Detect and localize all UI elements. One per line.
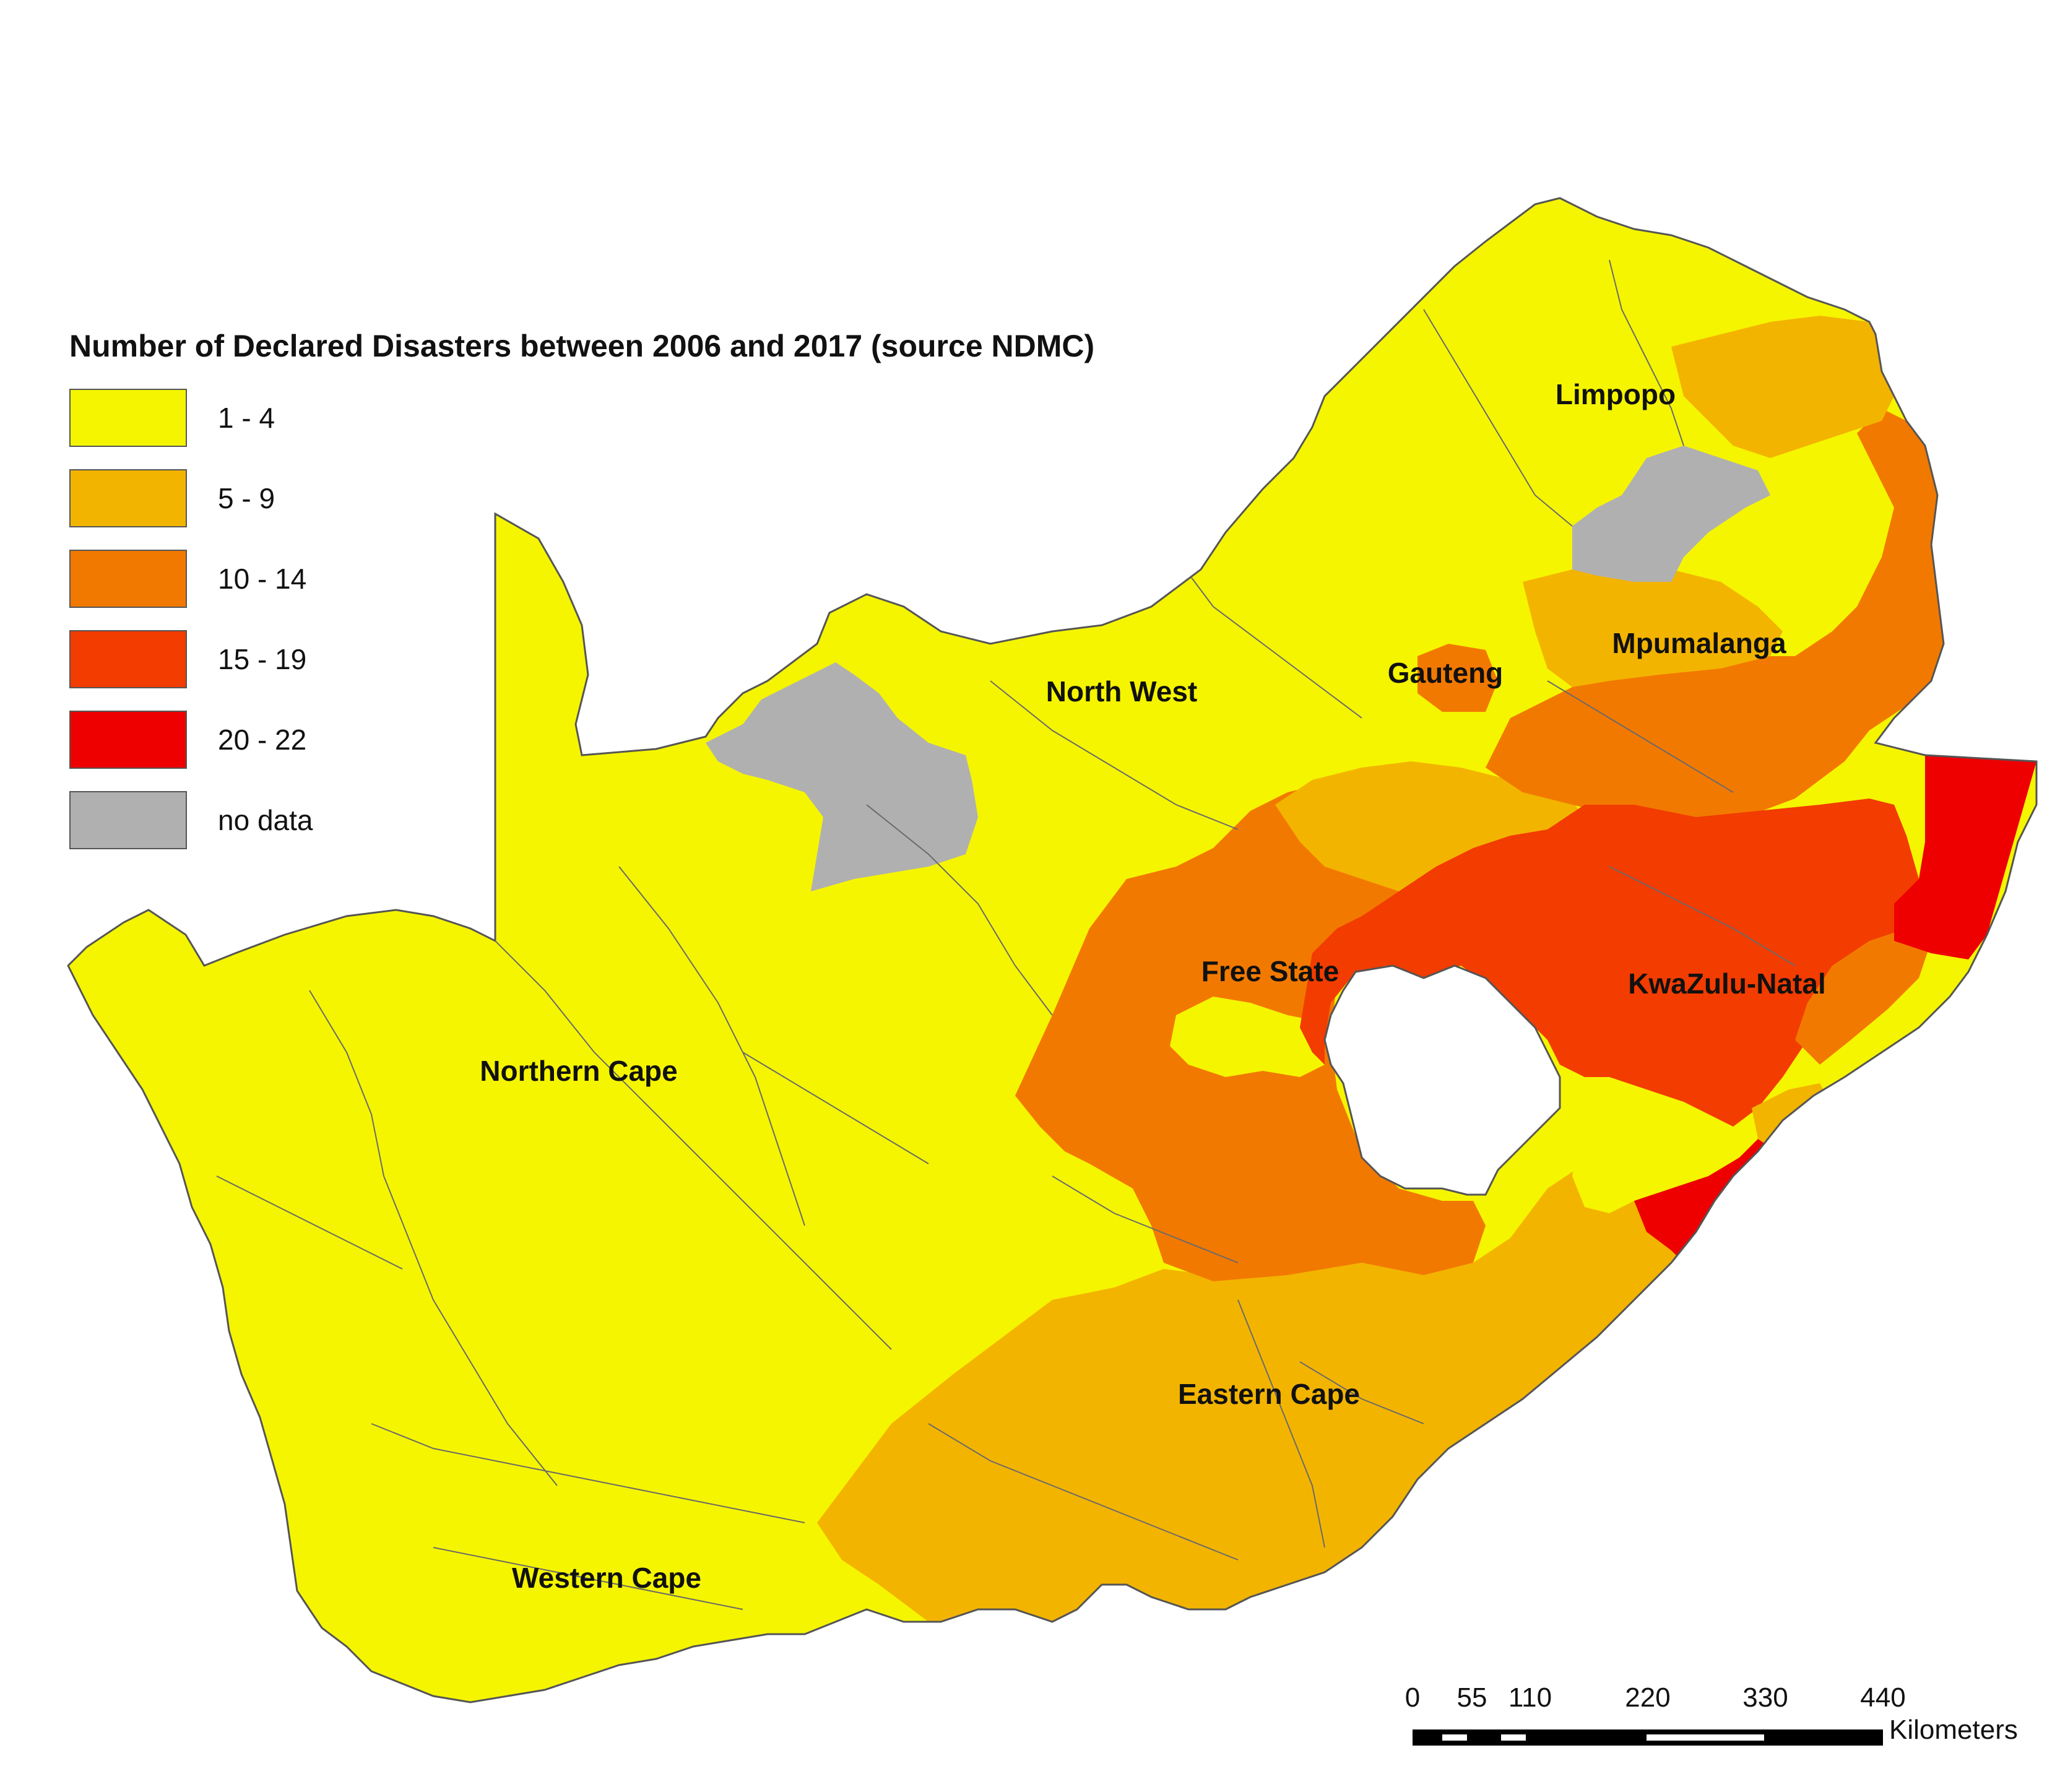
region-label-free-state: Free State bbox=[1201, 955, 1339, 987]
region-no-data-north-west bbox=[706, 662, 978, 891]
legend-item-no-data: no data bbox=[69, 791, 313, 849]
legend-label: 5 - 9 bbox=[218, 482, 275, 514]
region-label-northern-cape: Northern Cape bbox=[480, 1055, 678, 1087]
legend-item-5-9: 5 - 9 bbox=[69, 469, 275, 527]
region-5-9-mpumalanga bbox=[1523, 557, 1783, 687]
lesotho-outline bbox=[1323, 964, 1561, 1196]
scale-tick-label: 110 bbox=[1508, 1682, 1552, 1713]
region-5-9-eastern-cape bbox=[817, 1164, 1783, 1684]
legend-label: 1 - 4 bbox=[218, 402, 275, 434]
region-20-22-kzn-north bbox=[1894, 755, 2036, 959]
district-boundaries bbox=[216, 259, 1796, 1610]
scale-tick-label: 330 bbox=[1742, 1682, 1788, 1713]
legend-swatch-20-22 bbox=[69, 711, 187, 769]
legend-swatch-15-19 bbox=[69, 630, 187, 688]
scale-unit: Kilometers bbox=[1889, 1715, 2018, 1745]
region-1-4-kzn-pocket bbox=[1572, 1089, 1733, 1213]
legend-label: 15 - 19 bbox=[218, 643, 307, 675]
scale-bar bbox=[1413, 1729, 1883, 1746]
scale-tick-label: 440 bbox=[1860, 1682, 1906, 1713]
legend-title: Number of Declared Disasters between 200… bbox=[69, 329, 1095, 363]
legend-item-20-22: 20 - 22 bbox=[69, 711, 306, 769]
region-10-14-mpumalanga bbox=[1486, 409, 1944, 823]
region-label-kwazulu-natal: KwaZulu-Natal bbox=[1628, 967, 1826, 1000]
region-10-14-gauteng bbox=[1417, 644, 1498, 712]
country-outline bbox=[67, 197, 2038, 1703]
region-label-limpopo: Limpopo bbox=[1555, 378, 1676, 410]
region-label-eastern-cape: Eastern Cape bbox=[1177, 1378, 1361, 1410]
scale-tick-label: 55 bbox=[1456, 1682, 1487, 1713]
legend-swatch-1-4 bbox=[69, 389, 187, 447]
legend-label: 20 - 22 bbox=[218, 724, 307, 756]
legend-item-10-14: 10 - 14 bbox=[69, 550, 306, 608]
region-10-14-kzn-south bbox=[1795, 928, 1931, 1065]
region-label-western-cape: Western Cape bbox=[512, 1562, 701, 1594]
legend-swatch-10-14 bbox=[69, 550, 187, 608]
legend-item-1-4: 1 - 4 bbox=[69, 389, 275, 447]
legend-label: 10 - 14 bbox=[218, 563, 307, 595]
scale-tick-label: 0 bbox=[1404, 1682, 1421, 1713]
legend-item-15-19: 15 - 19 bbox=[69, 630, 306, 688]
region-label-gauteng: Gauteng bbox=[1387, 657, 1504, 689]
legend-label: no data bbox=[218, 804, 313, 836]
region-label-mpumalanga: Mpumalanga bbox=[1612, 627, 1786, 659]
scale-tick-label: 220 bbox=[1625, 1682, 1671, 1713]
region-label-north-west: North West bbox=[1045, 675, 1198, 708]
region-15-19-kzn bbox=[1300, 799, 1919, 1127]
region-no-data-limpopo bbox=[1572, 446, 1770, 582]
region-5-9-limpopo-east bbox=[1671, 316, 1894, 458]
region-1-4-free-state-district bbox=[1170, 997, 1325, 1077]
legend-swatch-5-9 bbox=[69, 469, 187, 527]
legend-swatch-no-data bbox=[69, 791, 187, 849]
